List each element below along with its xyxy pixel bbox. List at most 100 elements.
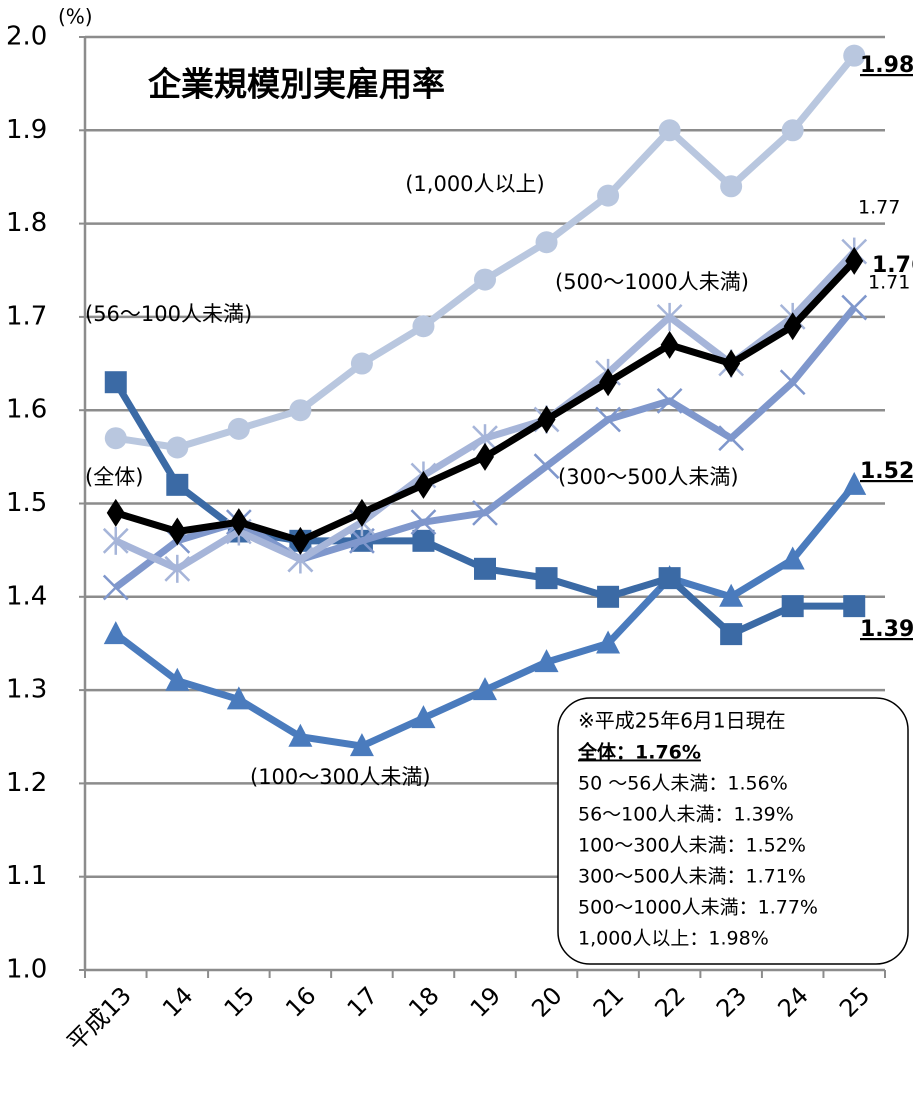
point — [473, 677, 497, 701]
point — [597, 585, 620, 608]
point — [843, 595, 866, 618]
y-tick-label: 1.1 — [6, 861, 47, 891]
point — [718, 425, 745, 452]
point — [412, 529, 435, 552]
point-stroke — [656, 387, 683, 414]
point — [102, 574, 129, 601]
note-line: 300〜500人未満：1.71% — [578, 866, 806, 888]
series-label: (56〜100人未満) — [85, 302, 252, 326]
x-tick-label: 23 — [711, 981, 752, 1022]
point-stroke — [472, 499, 498, 526]
note-line: 50 〜56人未満：1.56% — [578, 773, 788, 795]
point — [474, 268, 496, 291]
y-tick-label: 2.0 — [6, 22, 47, 52]
point — [780, 546, 805, 570]
point — [474, 557, 496, 580]
point — [229, 508, 248, 537]
point-stroke — [718, 425, 745, 452]
note-line: ※平成25年6月1日現在 — [578, 709, 786, 733]
point — [660, 330, 679, 359]
y-tick-label: 1.4 — [6, 581, 47, 611]
value-label: 1.76 — [872, 253, 913, 278]
point — [349, 527, 375, 554]
point — [352, 498, 371, 527]
series-label: (500〜1000人未満) — [555, 270, 749, 294]
point — [533, 453, 560, 480]
point — [841, 294, 868, 321]
x-tick-label: 17 — [342, 981, 383, 1022]
x-tick-label: 14 — [157, 981, 198, 1022]
y-tick-label: 1.9 — [6, 115, 47, 145]
x-tick-label: 22 — [649, 981, 690, 1022]
point — [226, 686, 251, 710]
point — [656, 387, 683, 414]
point — [102, 526, 129, 555]
note-line: 500〜1000人未満：1.77% — [578, 897, 818, 919]
x-tick-label: 15 — [219, 981, 260, 1022]
point — [842, 471, 867, 495]
point — [599, 368, 618, 397]
x-tick-label: 25 — [834, 981, 875, 1022]
point — [165, 667, 190, 691]
point — [350, 352, 373, 375]
point — [779, 369, 806, 396]
point — [719, 583, 744, 607]
series-label: (100〜300人未満) — [250, 765, 431, 789]
point — [412, 315, 435, 338]
point — [597, 184, 620, 207]
point — [227, 417, 250, 440]
point-stroke — [595, 406, 621, 433]
point — [534, 649, 559, 673]
point — [845, 246, 864, 275]
point — [722, 349, 741, 378]
point — [843, 44, 866, 67]
x-tick-label: 24 — [772, 981, 813, 1022]
point — [535, 567, 558, 590]
series-label: (1,000人以上) — [405, 172, 545, 196]
y-tick-label: 1.7 — [6, 301, 47, 331]
point — [414, 470, 433, 499]
value-label: 1.52 — [860, 459, 913, 484]
series-line — [115, 53, 857, 452]
x-tick-label: 16 — [280, 981, 321, 1022]
y-tick-label: 1.0 — [6, 955, 47, 985]
point-stroke — [349, 527, 375, 554]
x-tick-label: 20 — [526, 981, 567, 1022]
point — [535, 231, 558, 254]
x-tick-label: 19 — [465, 981, 506, 1022]
point — [595, 406, 621, 433]
point — [164, 554, 191, 583]
point — [656, 302, 683, 331]
point — [289, 399, 312, 422]
point — [658, 567, 681, 590]
point — [291, 526, 310, 555]
point — [472, 499, 498, 526]
point — [781, 119, 804, 142]
point — [410, 509, 437, 536]
series-label: (300〜500人未満) — [558, 465, 739, 489]
point — [103, 621, 128, 645]
y-tick-label: 1.2 — [6, 768, 47, 798]
point — [537, 405, 556, 434]
x-tick-label: 平成13 — [62, 981, 137, 1056]
note-line: 56〜100人未満：1.39% — [578, 804, 794, 826]
note-line: 1,000人以上：1.98% — [578, 928, 769, 950]
point-stroke — [533, 453, 560, 480]
point — [104, 427, 127, 450]
point — [781, 595, 804, 618]
y-tick-label: 1.6 — [6, 395, 47, 425]
chart-title: 企業規模別実雇用率 — [148, 65, 445, 104]
point — [166, 473, 189, 496]
value-label: 1.39 — [860, 617, 913, 642]
y-tick-label: 1.3 — [6, 675, 47, 705]
x-tick-label: 18 — [403, 981, 444, 1022]
value-label: 1.98 — [860, 53, 913, 78]
point — [166, 436, 189, 459]
point — [783, 312, 802, 341]
point — [596, 630, 621, 654]
series-label: (全体) — [85, 465, 143, 489]
point — [411, 705, 436, 729]
point — [168, 517, 187, 546]
point — [720, 623, 743, 646]
note-line: 100〜300人未満：1.52% — [578, 835, 806, 857]
